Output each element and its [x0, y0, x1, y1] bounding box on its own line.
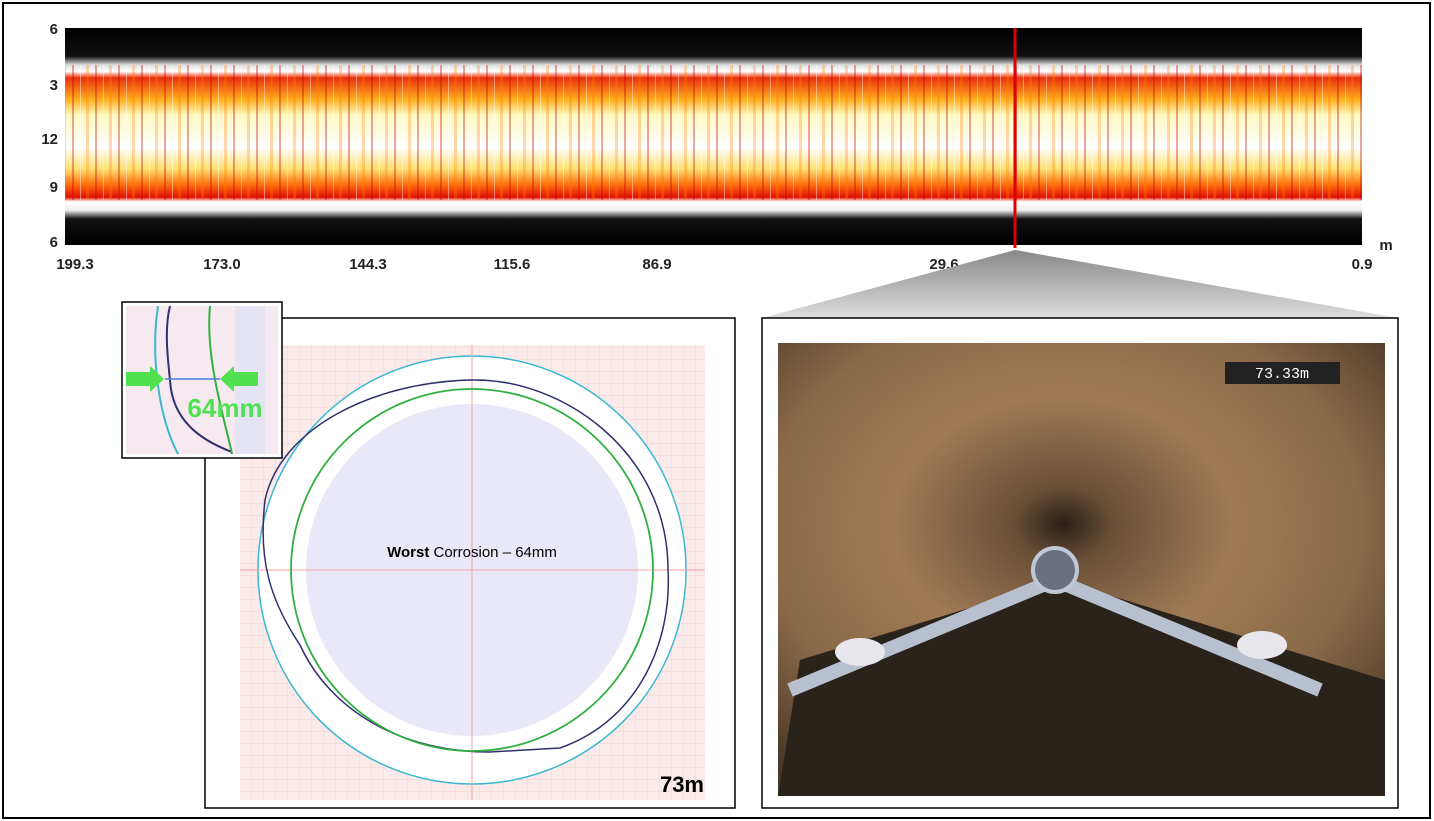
x-label: 199.3	[56, 256, 94, 273]
y-label: 12	[41, 131, 58, 148]
y-label: 9	[50, 179, 58, 196]
x-label: 0.9	[1352, 256, 1373, 273]
x-label: 144.3	[349, 256, 387, 273]
x-label: 173.0	[203, 256, 241, 273]
x-label: 86.9	[642, 256, 671, 273]
title-bold: Worst	[387, 544, 429, 561]
camera-overlay: 73.33m	[1255, 366, 1309, 383]
crawler-hub	[1033, 548, 1077, 592]
y-label: 3	[50, 77, 58, 94]
figure: 6 3 12 9 6 199.3 173.0 144.3 115.6 86.9 …	[0, 0, 1434, 821]
y-label: 6	[50, 21, 58, 38]
x-unit: m	[1379, 237, 1392, 254]
inset-label: 64mm	[187, 393, 262, 423]
light-right	[1237, 631, 1287, 659]
distance: 73m	[660, 772, 704, 797]
light-left	[835, 638, 885, 666]
x-label: 115.6	[494, 256, 531, 273]
zoom-fan	[762, 250, 1398, 318]
y-label: 6	[50, 234, 58, 251]
title-rest: Corrosion – 64mm	[434, 544, 557, 561]
profile-title: Worst Corrosion – 64mm	[387, 544, 557, 561]
heat-texture	[65, 65, 1362, 200]
